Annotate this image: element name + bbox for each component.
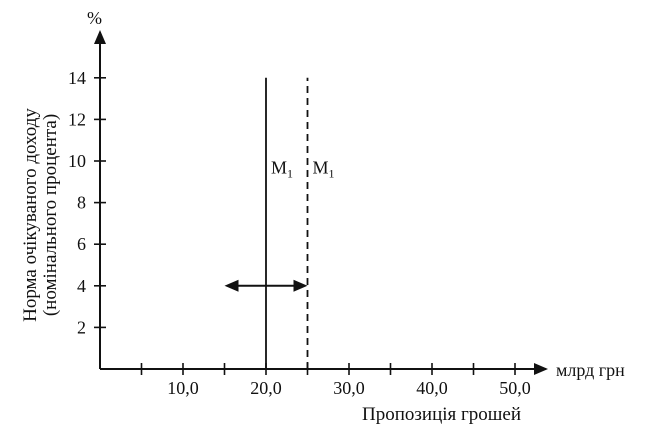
y-axis-title-line-2: (номінального процента) xyxy=(40,114,61,316)
money-supply-label: M1 xyxy=(313,157,335,180)
axes xyxy=(94,30,548,375)
y-tick-label: 2 xyxy=(77,317,86,337)
y-tick-label: 14 xyxy=(68,68,86,88)
y-axis-title: Норма очікуваного доходу (номінального п… xyxy=(20,108,61,322)
y-unit-label: % xyxy=(87,8,102,28)
y-tick-label: 12 xyxy=(68,109,86,129)
x-unit-label: млрд грн xyxy=(556,360,625,380)
annotations xyxy=(224,279,308,292)
x-tick-label: 20,0 xyxy=(250,378,282,398)
money-supply-label-subscript: 1 xyxy=(329,166,335,180)
money-supply-label-main: M xyxy=(313,157,329,177)
ticks: 10,0 20,0 30,0 40,0 50,0 2 4 6 8 10 12 14 xyxy=(68,68,531,398)
x-tick-label: 40,0 xyxy=(416,378,448,398)
shift-arrowhead-right xyxy=(293,279,308,292)
money-supply-label: M1 xyxy=(271,157,293,180)
x-axis-title: Пропозиція грошей xyxy=(362,404,521,425)
x-tick-label: 10,0 xyxy=(167,378,199,398)
x-tick-label: 50,0 xyxy=(499,378,531,398)
y-tick-label: 8 xyxy=(77,193,86,213)
y-tick-label: 10 xyxy=(68,151,86,171)
shift-arrowhead-left xyxy=(224,279,239,292)
y-tick-label: 6 xyxy=(77,234,86,254)
x-axis-arrowhead xyxy=(534,363,548,375)
x-tick-label: 30,0 xyxy=(333,378,365,398)
money-supply-label-main: M xyxy=(271,157,287,177)
money-supply-label-subscript: 1 xyxy=(287,166,293,180)
y-axis-arrowhead xyxy=(94,30,106,44)
series: M1 M1 xyxy=(265,77,335,369)
y-tick-label: 4 xyxy=(77,276,86,296)
y-axis-title-line-1: Норма очікуваного доходу xyxy=(20,108,41,322)
